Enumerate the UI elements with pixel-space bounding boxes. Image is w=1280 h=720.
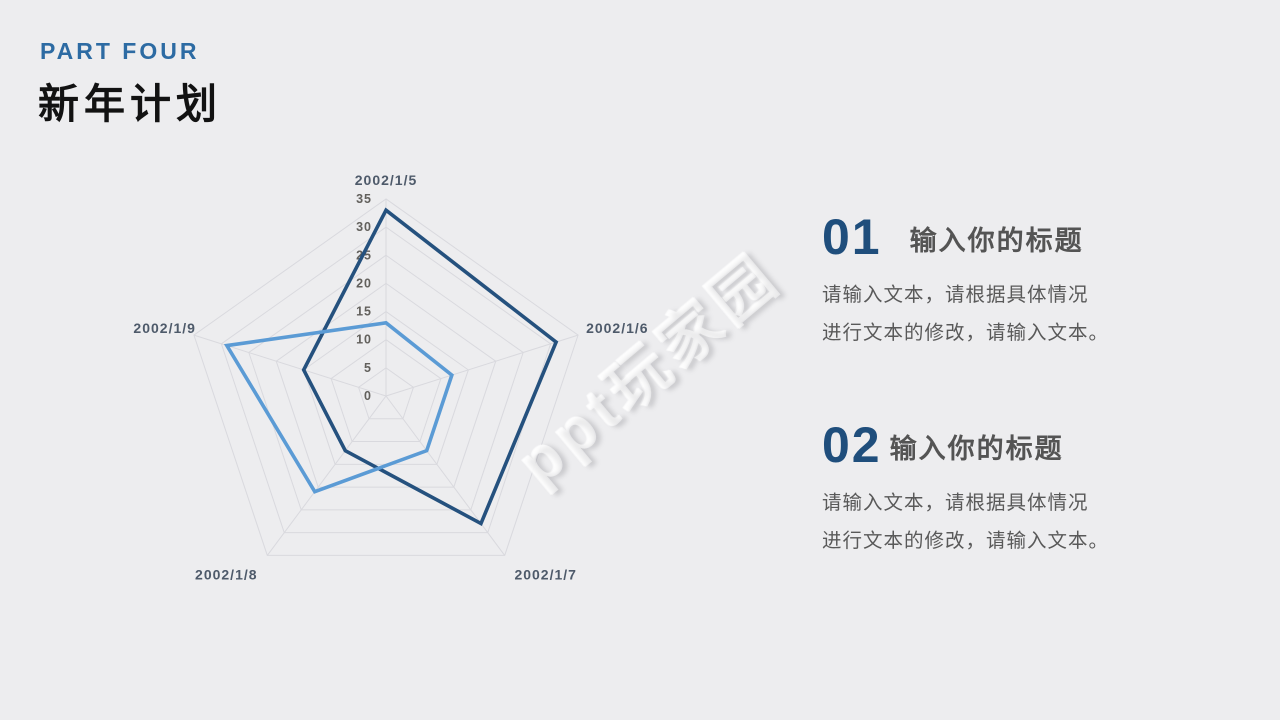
radar-chart-svg: 051015202530352002/1/52002/1/62002/1/720… <box>133 172 649 582</box>
section-title: 输入你的标题 <box>889 434 1064 464</box>
radar-grid-ring <box>220 226 552 534</box>
page-title: 新年计划 <box>38 81 222 127</box>
section-body-line: 请输入文本，请根据具体情况 <box>822 492 1089 514</box>
radar-series-2-line <box>223 320 454 494</box>
radar-tick-label: 5 <box>364 361 372 375</box>
section-body-line: 进行文本的修改，请输入文本。 <box>822 322 1110 344</box>
section-title: 输入你的标题 <box>909 226 1084 256</box>
radar-grid-ring <box>275 282 497 488</box>
radar-series-1-line <box>301 207 559 527</box>
radar-category-label: 2002/1/6 <box>586 320 649 336</box>
text-section-02: 02 输入你的标题 请输入文本，请根据具体情况 进行文本的修改，请输入文本。 <box>822 420 1182 560</box>
radar-tick-label: 20 <box>356 276 372 290</box>
section-body: 请输入文本，请根据具体情况 进行文本的修改，请输入文本。 <box>822 276 1182 352</box>
radar-tick-label: 0 <box>364 389 372 403</box>
radar-tick-label: 30 <box>356 220 372 234</box>
section-body: 请输入文本，请根据具体情况 进行文本的修改，请输入文本。 <box>822 484 1182 560</box>
radar-grid-ring <box>357 367 415 420</box>
radar-tick-label: 15 <box>356 305 372 319</box>
radar-category-label: 2002/1/7 <box>514 566 577 582</box>
radar-grid-ring <box>330 339 442 443</box>
section-number: 01 <box>822 209 882 265</box>
section-kicker: PART FOUR <box>40 38 200 64</box>
radar-spoke <box>385 334 579 397</box>
radar-spoke <box>266 395 387 556</box>
radar-grid-ring <box>193 198 579 556</box>
text-section-01: 01 输入你的标题 请输入文本，请根据具体情况 进行文本的修改，请输入文本。 <box>822 212 1182 352</box>
section-number: 02 <box>822 417 882 473</box>
radar-category-label: 2002/1/9 <box>133 320 196 336</box>
radar-spoke <box>385 395 506 556</box>
radar-category-label: 2002/1/5 <box>355 172 418 188</box>
radar-category-label: 2002/1/8 <box>195 566 257 582</box>
radar-grid-ring <box>248 254 524 511</box>
radar-tick-label: 35 <box>356 192 372 206</box>
section-body-line: 请输入文本，请根据具体情况 <box>822 284 1089 306</box>
radar-chart: 0 5 10 15 20 25 30 35 2002/1/5 2002/1/6 2002/1/7 20… <box>118 158 678 608</box>
section-body-line: 进行文本的修改，请输入文本。 <box>822 530 1110 552</box>
radar-tick-label: 10 <box>356 333 372 347</box>
